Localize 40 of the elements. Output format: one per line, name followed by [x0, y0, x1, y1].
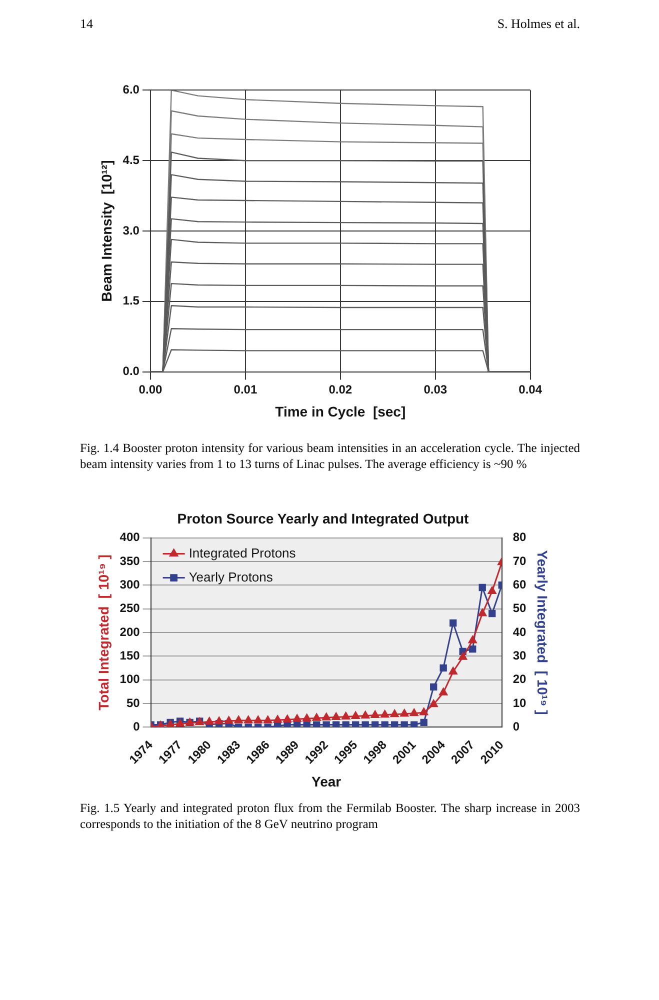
x-tick-label: 0.04 — [518, 382, 542, 396]
y-tick-label: 50 — [126, 696, 140, 710]
y2-tick-label: 70 — [512, 554, 527, 568]
legend-label: Integrated Protons — [188, 545, 296, 560]
y2-axis-title: Yearly Integrated [ 10¹⁹ ] — [534, 550, 551, 715]
y-tick-label: 350 — [120, 554, 140, 568]
x-axis-title: Year — [312, 773, 342, 790]
y-tick-label: 300 — [120, 577, 140, 592]
y-tick-label: 3.0 — [122, 223, 140, 238]
x-tick-label: 0.01 — [234, 382, 258, 396]
y-tick-label: 4.5 — [122, 152, 140, 167]
y-tick-label: 100 — [120, 672, 140, 686]
y2-tick-label: 0 — [512, 719, 520, 734]
y-tick-label: 6.0 — [122, 82, 140, 97]
y-tick-label: 400 — [120, 530, 140, 544]
y-axis-title: Total Integrated [ 10¹⁹ ] — [95, 554, 112, 710]
y2-tick-label: 40 — [512, 624, 527, 639]
x-tick-label: 0.03 — [424, 382, 448, 396]
caption: Fig. 1.5 Yearly and integrated proton flux from the Fermilab Booster. The sharp increase in 2003 corresponds to the initiation of the 8 GeV neutrino program — [80, 800, 580, 832]
y2-tick-label: 60 — [512, 577, 527, 592]
y-tick-label: 150 — [120, 648, 140, 662]
y2-tick-label: 30 — [512, 648, 527, 662]
chart-title: Proton Source Yearly and Integrated Output — [177, 510, 470, 526]
x-tick-label: 0.00 — [138, 382, 162, 396]
legend-label: Yearly Protons — [188, 569, 274, 584]
y-tick-label: 200 — [120, 624, 140, 639]
text: 14 — [80, 16, 93, 32]
y-tick-label: 0.0 — [122, 364, 140, 378]
y2-tick-label: 50 — [512, 601, 527, 616]
y2-tick-label: 20 — [512, 672, 527, 686]
y-axis-title: Beam Intensity [10¹²] — [98, 160, 114, 302]
y-tick-label: 0 — [133, 719, 140, 734]
text: S. Holmes et al. — [497, 16, 580, 32]
y2-tick-label: 10 — [512, 696, 527, 710]
y-tick-label: 250 — [120, 601, 140, 616]
y-tick-label: 1.5 — [122, 294, 140, 308]
caption: Fig. 1.4 Booster proton intensity for various beam intensities in an acceleration cycle. The injected beam intensity varies from 1 to 13 turns of Linac pulses. The average efficiency is ~90 % — [80, 440, 580, 472]
x-tick-label: 0.02 — [328, 382, 352, 396]
x-axis-title: Time in Cycle [sec] — [275, 403, 406, 420]
y2-tick-label: 80 — [512, 530, 527, 544]
